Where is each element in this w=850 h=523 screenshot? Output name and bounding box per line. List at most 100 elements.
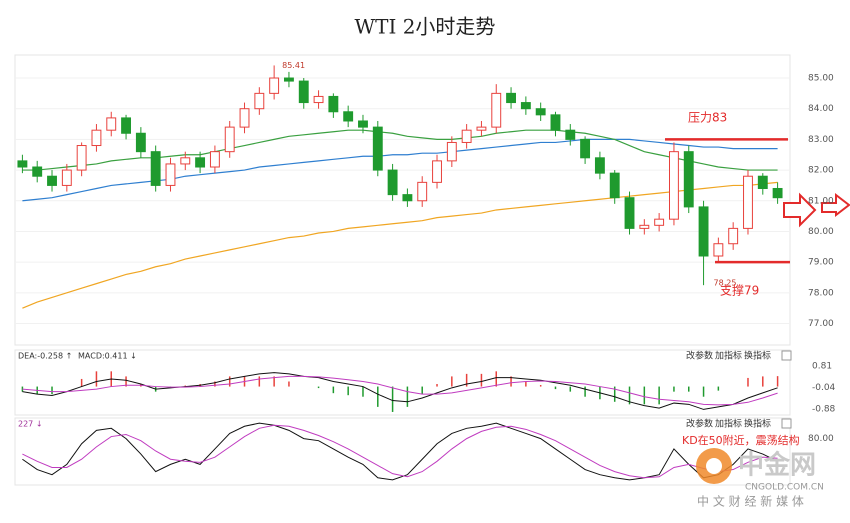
- candle-body: [728, 227, 739, 245]
- high-label: 85.41: [282, 61, 305, 70]
- moving-average: [22, 138, 778, 202]
- y-tick-label: -0.88: [812, 404, 836, 414]
- toolbar-button: 改参数: [686, 350, 713, 362]
- macd-header: DEA:-0.258 ↑: [18, 352, 72, 361]
- candle-body: [580, 138, 591, 159]
- candle-body: [683, 151, 694, 208]
- resistance-label: 压力83: [688, 111, 727, 125]
- dea-line: [22, 375, 778, 406]
- candle-body: [669, 151, 679, 220]
- candle-body: [165, 163, 176, 186]
- y-tick-label: 80.00: [808, 227, 834, 237]
- candle-body: [417, 181, 428, 202]
- candle-body: [743, 175, 753, 229]
- candle-body: [17, 160, 28, 168]
- candle-body: [47, 175, 57, 186]
- kd-header: 227 ↓: [18, 420, 43, 429]
- candle-body: [76, 145, 87, 171]
- candle-body: [224, 126, 235, 153]
- watermark-slogan: 中 文 财 经 新 媒 体: [697, 494, 804, 509]
- candle-body: [135, 132, 146, 153]
- candle-body: [387, 169, 398, 196]
- candle-body: [772, 187, 783, 199]
- watermark: 中金网 CNGOLD.COM.CN 中 文 财 经 新 媒 体: [696, 448, 824, 509]
- candle-body: [476, 126, 487, 131]
- candle-body: [535, 108, 546, 116]
- kd-panel: [14, 417, 791, 486]
- arrow: [821, 192, 850, 218]
- logo: [706, 458, 722, 474]
- candle-body: [284, 77, 294, 82]
- support-label: 支撑79: [720, 283, 759, 298]
- close-button: [781, 350, 792, 361]
- candle-body: [61, 169, 72, 186]
- toolbar-button: 换指标: [744, 350, 771, 362]
- candle-body: [106, 117, 117, 131]
- y-tick-label: -0.04: [812, 383, 836, 393]
- candle-body: [491, 92, 502, 128]
- candle-body: [32, 166, 43, 177]
- y-tick-label: 82.00: [808, 166, 834, 176]
- candle-body: [550, 114, 561, 131]
- toolbar-button: 加指标: [715, 418, 742, 430]
- macd-header: MACD:0.411 ↓: [78, 352, 137, 361]
- kd-annotation: KD在50附近，震荡结构: [682, 433, 800, 447]
- candle-body: [520, 102, 531, 110]
- moving-average: [22, 181, 778, 309]
- toolbar-button: 加指标: [715, 350, 742, 362]
- dif-line: [22, 372, 778, 410]
- candle-body: [180, 157, 191, 165]
- y-tick-label: 80.00: [808, 434, 834, 444]
- low-label: 78.25: [714, 279, 737, 288]
- price-panel: [14, 54, 791, 346]
- k-line: [22, 422, 778, 481]
- d-line: [22, 424, 778, 479]
- candle-body: [343, 111, 354, 122]
- candle-body: [328, 95, 339, 113]
- watermark-name: 中金网: [738, 450, 816, 481]
- candle-body: [150, 151, 161, 186]
- candle-body: [698, 206, 709, 257]
- y-tick-label: 81.00: [808, 196, 834, 206]
- y-tick-label: 84.00: [808, 104, 834, 114]
- candle-body: [239, 108, 250, 128]
- close-button: [781, 418, 792, 429]
- candle-body: [372, 126, 383, 171]
- y-tick-label: 0.81: [812, 361, 832, 371]
- y-tick-label: 79.00: [808, 258, 834, 268]
- arrow: [783, 192, 817, 228]
- candle-body: [506, 92, 517, 104]
- y-tick-label: 77.00: [808, 319, 834, 329]
- candle-body: [195, 157, 206, 168]
- candle-body: [269, 77, 280, 94]
- y-tick-label: 85.00: [808, 74, 834, 84]
- candle-body: [446, 141, 457, 162]
- candle-body: [358, 120, 368, 128]
- y-tick-label: 83.00: [808, 135, 834, 145]
- macd-panel: [14, 349, 791, 416]
- candle-body: [624, 197, 635, 229]
- candle-body: [432, 160, 442, 183]
- toolbar-button: 改参数: [686, 418, 713, 430]
- candle-body: [209, 151, 220, 168]
- candle-body: [313, 95, 324, 104]
- watermark-url: CNGOLD.COM.CN: [745, 483, 824, 493]
- candle-body: [298, 80, 309, 104]
- candle-body: [654, 218, 665, 226]
- candle-body: [121, 117, 132, 134]
- toolbar-button: 换指标: [744, 418, 771, 430]
- candle-body: [402, 194, 413, 202]
- candle-body: [639, 224, 650, 229]
- candle-body: [565, 129, 576, 140]
- candle-body: [461, 129, 472, 143]
- moving-average: [22, 129, 778, 171]
- candle-body: [594, 157, 605, 174]
- candle-body: [91, 129, 102, 147]
- candle-body: [713, 243, 724, 257]
- candle-body: [254, 92, 265, 110]
- candle-body: [609, 172, 620, 199]
- chart-title: WTI 2小时走势: [355, 15, 496, 39]
- y-tick-label: 78.00: [808, 288, 834, 298]
- candle-body: [757, 175, 768, 189]
